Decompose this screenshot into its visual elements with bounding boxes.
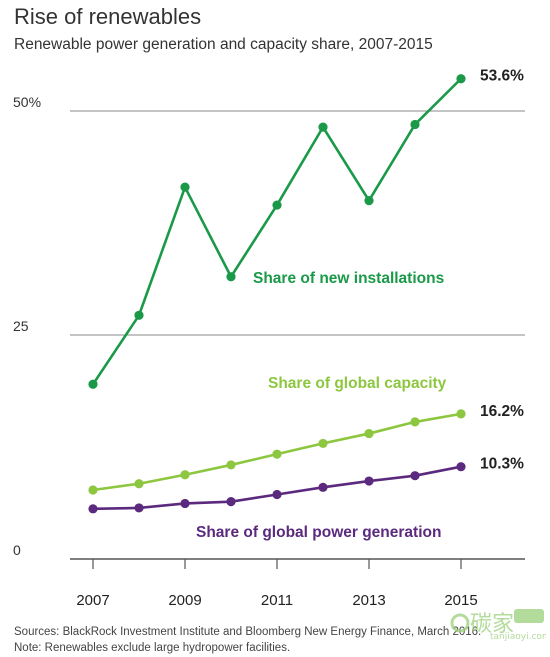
series-label: Share of global capacity (268, 375, 447, 392)
x-tick-label: 2015 (444, 592, 477, 609)
footnotes: Sources: BlackRock Investment Institute … (14, 624, 481, 656)
data-point (226, 497, 236, 507)
x-tick-label: 2011 (261, 592, 293, 609)
data-point (272, 489, 282, 500)
watermark-logo: 碳家 tanjiaoyi.com (450, 609, 546, 642)
data-point (134, 479, 144, 489)
x-tick-label: 2009 (168, 592, 201, 609)
series-layer (88, 74, 466, 514)
data-point (318, 482, 328, 492)
watermark-site: tanjiaoyi.com (490, 632, 546, 642)
axis-layer: 0 25 50% 2007 2009 2011 2013 2015 (13, 94, 478, 609)
y-tick-label: 25 (13, 318, 29, 334)
data-point (456, 409, 466, 419)
data-point (88, 504, 98, 514)
leaf-icon (450, 613, 470, 633)
chart-subtitle: Renewable power generation and capacity … (14, 36, 433, 53)
label-layer: Share of new installations Share of globa… (196, 68, 524, 541)
data-point (410, 471, 420, 481)
end-value-label: 16.2% (480, 403, 524, 420)
data-point (318, 438, 328, 449)
data-point (456, 74, 466, 84)
data-point (134, 310, 144, 320)
series-line-0 (91, 77, 462, 386)
grid-layer (70, 110, 525, 560)
end-value-label: 53.6% (480, 68, 524, 85)
data-point (180, 182, 190, 192)
data-point (318, 122, 328, 132)
data-point (88, 485, 98, 495)
line-chart: 0 25 50% 2007 2009 2011 2013 2015 Share of new … (13, 68, 525, 609)
hydro-note: Note: Renewables exclude large hydropowe… (14, 642, 291, 654)
series-label: Share of global power generation (196, 524, 441, 541)
end-value-label: 10.3% (480, 456, 524, 473)
watermark-text: 碳家 (470, 612, 514, 637)
series-line-2 (92, 465, 462, 511)
sources-note: Sources: BlackRock Investment Institute … (14, 626, 482, 638)
data-point (226, 272, 236, 282)
data-point (88, 379, 98, 389)
series-label: Share of new installations (253, 270, 444, 287)
data-point (410, 119, 420, 130)
chart-title: Rise of renewables (14, 4, 202, 29)
data-point (364, 196, 374, 206)
data-point (180, 470, 190, 480)
watermark-badge (514, 609, 544, 623)
data-point (180, 498, 190, 509)
data-point (364, 428, 374, 439)
y-tick-label: 0 (13, 542, 21, 558)
data-point (226, 460, 236, 470)
data-point (364, 476, 374, 486)
data-point (134, 503, 144, 513)
x-tick-label: 2013 (352, 592, 385, 609)
data-point (456, 462, 466, 472)
data-point (272, 449, 282, 459)
data-point (272, 200, 282, 210)
x-tick-label: 2007 (76, 592, 109, 609)
data-point (410, 417, 420, 427)
y-tick-label: 50% (13, 94, 41, 110)
